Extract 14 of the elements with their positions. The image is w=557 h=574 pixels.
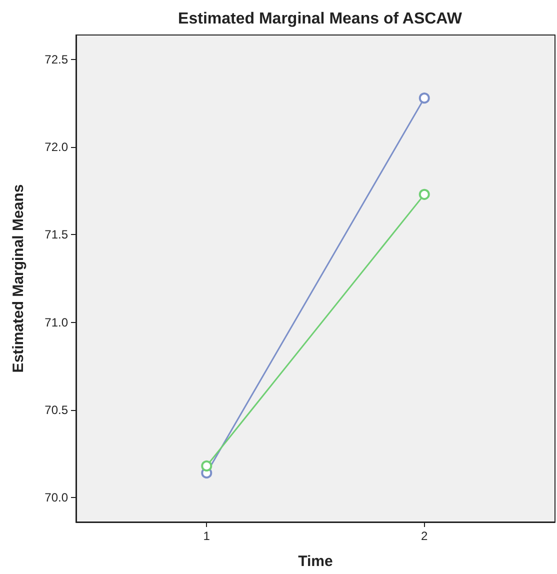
y-tick-label: 71.5 [44, 228, 68, 242]
x-axis-title: Time [298, 553, 333, 570]
y-tick-label: 72.0 [44, 140, 68, 154]
point [418, 92, 430, 104]
point [201, 460, 212, 472]
point [418, 188, 430, 200]
x-tick-label: 2 [421, 529, 428, 543]
y-axis-title: Estimated Marginal Means [10, 184, 27, 373]
y-tick-label: 70.5 [44, 402, 68, 417]
x-tick-label: 1 [203, 529, 210, 543]
y-tick-label: 72.5 [44, 52, 68, 67]
chart-title: Estimated Marginal Means of ASCAW [178, 10, 463, 28]
y-tick-label: 70.0 [44, 490, 68, 504]
y-tick-label: 71.0 [44, 315, 68, 330]
